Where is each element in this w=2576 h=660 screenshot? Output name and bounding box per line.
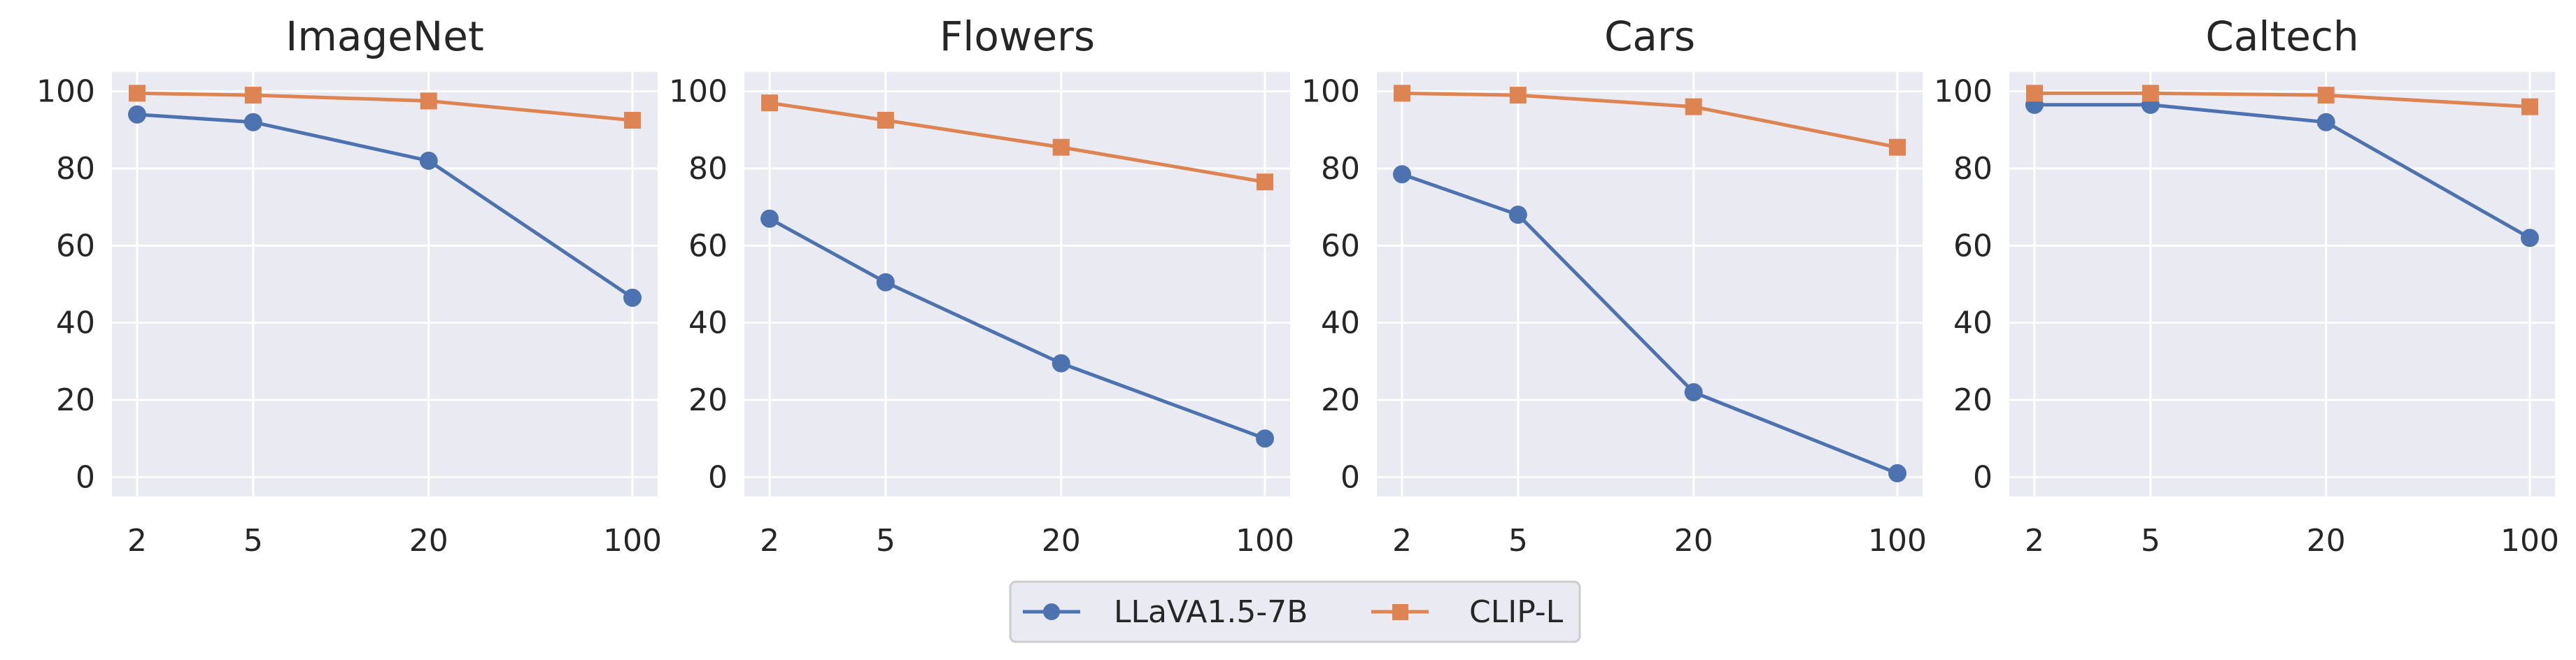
y-tick-label: 40	[56, 306, 95, 341]
y-tick-label: 80	[1953, 151, 1993, 187]
data-point-clip	[244, 87, 262, 104]
chart-title: Cars	[1604, 13, 1695, 60]
x-tick-label: 5	[2141, 523, 2160, 559]
panel-imagenet: 0 20 40 60 80 100 2 5 20 100 ImageNet	[36, 13, 662, 559]
y-tick-label: 100	[1934, 74, 1993, 110]
y-tick-label: 60	[56, 228, 95, 264]
data-point-clip	[2142, 85, 2159, 102]
data-point-clip	[1685, 98, 1702, 115]
panel-cars: 0 20 40 60 80 100 2 5 20 100 Cars	[1301, 13, 1927, 559]
data-point-clip	[1509, 87, 1527, 104]
y-tick-label: 80	[56, 151, 95, 187]
x-tick-label: 2	[760, 523, 779, 559]
y-tick-label: 60	[1953, 228, 1993, 264]
legend: LLaVA1.5-7B CLIP-L	[1009, 580, 1581, 643]
data-point-llava	[1684, 383, 1703, 402]
data-point-clip	[1889, 138, 1906, 156]
y-tick-label: 80	[688, 151, 728, 187]
data-point-clip	[761, 94, 778, 112]
chart-title: Flowers	[940, 13, 1095, 60]
data-point-clip	[2521, 98, 2538, 115]
data-point-llava	[243, 113, 262, 131]
y-tick-label: 100	[36, 74, 95, 110]
legend-label-llava: LLaVA1.5-7B	[1114, 594, 1308, 630]
y-tick-label: 40	[1953, 306, 1993, 341]
data-point-llava	[128, 105, 146, 124]
data-point-clip	[2317, 87, 2335, 104]
x-tick-label: 2	[1392, 523, 1412, 559]
series-line-clip	[769, 101, 1266, 184]
data-point-llava	[623, 288, 642, 307]
x-tick-label: 20	[2307, 523, 2346, 559]
data-point-clip	[1052, 138, 1070, 156]
panel-flowers: 0 20 40 60 80 100 2 5 20 100 Flowers	[669, 13, 1294, 559]
y-tick-label: 100	[669, 74, 728, 110]
data-point-clip	[420, 92, 437, 110]
legend-box	[1009, 580, 1581, 643]
data-point-clip	[2026, 85, 2043, 102]
y-tick-label: 20	[1321, 382, 1360, 418]
x-tick-label: 100	[603, 523, 662, 559]
x-tick-label: 20	[1042, 523, 1081, 559]
y-tick-label: 0	[1340, 459, 1360, 495]
y-tick-label: 0	[1973, 459, 1993, 495]
x-tick-label: 5	[876, 523, 896, 559]
chart-title: ImageNet	[285, 13, 483, 60]
chart-title: Caltech	[2205, 13, 2358, 60]
y-tick-label: 100	[1301, 74, 1360, 110]
data-point-llava	[760, 209, 779, 228]
x-tick-label: 100	[1868, 523, 1927, 559]
x-tick-label: 5	[1508, 523, 1528, 559]
y-tick-label: 40	[1321, 306, 1360, 341]
data-point-clip	[1394, 85, 1410, 102]
data-point-llava	[1888, 464, 1906, 482]
data-point-llava	[1393, 165, 1411, 184]
legend-marker-clip	[1392, 604, 1408, 620]
panel-caltech: 0 20 40 60 80 100 2 5 20 100 Caltech	[1934, 13, 2559, 559]
data-point-clip	[624, 111, 641, 129]
x-tick-label: 20	[1674, 523, 1713, 559]
series-line-clip	[136, 91, 633, 122]
series-line-llava	[2034, 103, 2531, 240]
data-point-clip	[1257, 173, 1273, 191]
axes-background	[1377, 72, 1923, 496]
data-point-clip	[129, 85, 146, 102]
x-tick-label: 2	[2025, 523, 2044, 559]
series-line-llava	[1401, 172, 1898, 475]
data-point-llava	[876, 273, 895, 292]
data-point-llava	[2521, 229, 2539, 248]
data-point-clip	[877, 111, 894, 129]
data-point-llava	[1256, 429, 1274, 448]
data-point-llava	[1508, 206, 1527, 224]
y-tick-label: 20	[56, 382, 95, 418]
y-tick-label: 20	[1953, 382, 1993, 418]
x-tick-label: 5	[243, 523, 263, 559]
axes-background	[2009, 72, 2555, 496]
y-tick-label: 0	[76, 459, 95, 495]
x-tick-label: 100	[2500, 523, 2559, 559]
legend-label-clip: CLIP-L	[1469, 594, 1564, 630]
y-tick-label: 40	[688, 306, 728, 341]
axes-background	[744, 72, 1290, 496]
y-tick-label: 60	[1321, 228, 1360, 264]
x-tick-label: 2	[127, 523, 147, 559]
data-point-llava	[419, 151, 438, 170]
axes-background	[112, 72, 658, 496]
series-line-llava	[136, 113, 634, 299]
y-tick-label: 80	[1321, 151, 1360, 187]
series-line-llava	[768, 217, 1266, 440]
y-tick-label: 20	[688, 382, 728, 418]
series-line-clip	[1401, 91, 1898, 150]
legend-marker-llava	[1043, 603, 1060, 620]
data-point-llava	[1052, 354, 1070, 373]
y-tick-label: 0	[708, 459, 728, 495]
data-point-llava	[2316, 113, 2335, 131]
x-tick-label: 20	[409, 523, 448, 559]
x-tick-label: 100	[1236, 523, 1294, 559]
y-tick-label: 60	[688, 228, 728, 264]
series-line-clip	[2034, 91, 2531, 109]
